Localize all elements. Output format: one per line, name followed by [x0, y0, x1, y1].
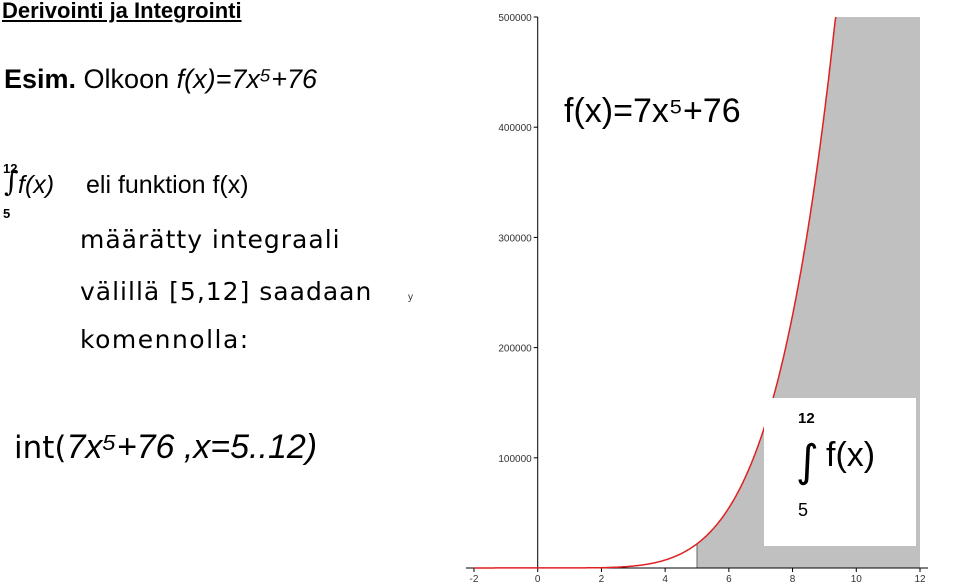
y-tick-label: 500000	[498, 13, 532, 24]
inset-upper-limit: 12	[798, 410, 815, 427]
inset-integral-sign-icon: ∫	[796, 436, 819, 487]
x-tick-label: 6	[726, 574, 732, 585]
plot-function-label: f(x)=7x⁵+76	[564, 92, 741, 130]
integral-sign-icon: ∫	[4, 165, 19, 198]
x-tick-label: 4	[662, 574, 668, 585]
example-function: f(x)=7x⁵+76	[176, 64, 318, 94]
y-tick-label: 100000	[498, 454, 532, 465]
x-tick-label: 12	[914, 574, 926, 585]
example-line: Esim. Olkoon f(x)=7x⁵+76	[4, 64, 317, 95]
x-tick-label: 0	[535, 574, 541, 585]
command-expression: 7x⁵+76 ,x=5..12)	[66, 428, 318, 466]
y-axis-label: y	[408, 292, 413, 303]
description-line-4: komennolla:	[80, 325, 250, 354]
description-line-1: eli funktion f(x)	[86, 171, 249, 199]
integral-upper-limit: 12	[3, 161, 18, 176]
x-tick-label: 10	[851, 574, 863, 585]
description-line-3: välillä [5,12] saadaan	[80, 277, 373, 306]
integral-lower-limit: 5	[3, 206, 11, 221]
y-axis-ticks: 100000 200000 300000 400000 500000	[498, 13, 538, 465]
example-lead: Esim.	[4, 64, 77, 94]
page-title: Derivointi ja Integrointi	[2, 0, 242, 23]
command-prefix: int(	[14, 430, 67, 466]
function-curve	[474, 16, 837, 569]
inset-function: f(x)	[826, 436, 876, 474]
x-axis-ticks: -2 0 2 4 6 8 10 12	[470, 568, 926, 585]
y-tick-label: 300000	[498, 233, 532, 244]
x-tick-label: 8	[790, 574, 796, 585]
y-tick-label: 200000	[498, 344, 532, 355]
x-tick-label: 2	[599, 574, 605, 585]
example-text: Olkoon	[76, 64, 177, 94]
description-line-2: määrätty integraali	[80, 225, 341, 254]
x-tick-label: -2	[470, 574, 479, 585]
integral-inset: 12 ∫ f(x) 5	[764, 398, 916, 546]
integral-function: f(x)	[18, 171, 55, 199]
y-tick-label: 400000	[498, 123, 532, 134]
maple-command: int(7x⁵+76 ,x=5..12)	[14, 428, 317, 467]
inset-lower-limit: 5	[798, 500, 809, 520]
